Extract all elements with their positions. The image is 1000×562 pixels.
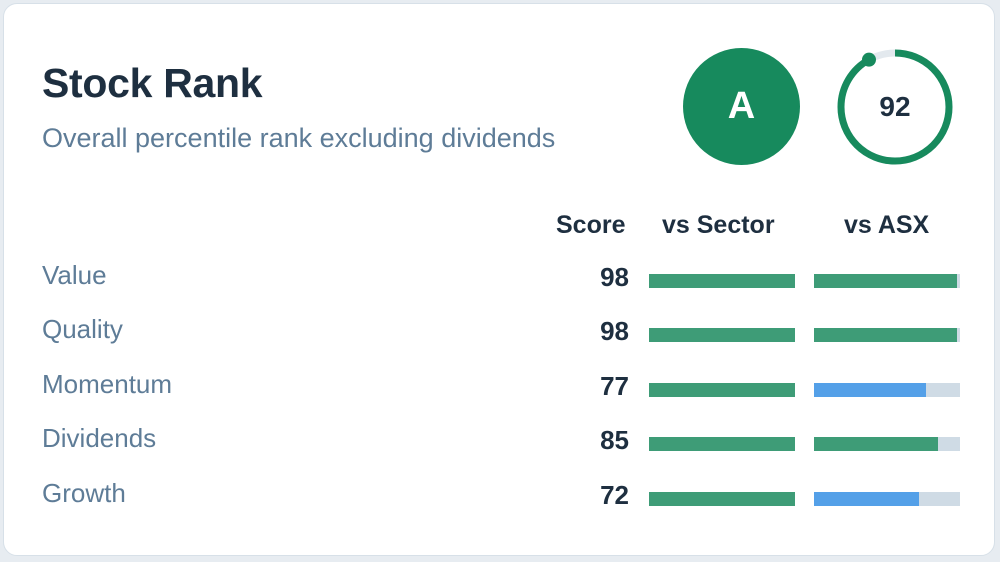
vs-sector-bar (649, 274, 795, 288)
vs-asx-bar-fill (814, 437, 939, 451)
vs-asx-bar-fill (814, 274, 958, 288)
overall-score-ring: 92 (836, 48, 954, 166)
score-ring-progress (837, 49, 953, 165)
row-score: 98 (600, 316, 629, 346)
vs-asx-bar (814, 274, 960, 288)
row-score: 85 (600, 425, 629, 455)
rank-row-dividends: Dividends 85 (4, 419, 994, 459)
row-label: Quality (42, 314, 123, 344)
row-label: Dividends (42, 423, 157, 453)
card-title: Stock Rank (42, 60, 263, 106)
row-label: Growth (42, 478, 126, 508)
rank-row-quality: Quality 98 (4, 310, 994, 350)
score-ring-graphic (837, 49, 953, 165)
vs-asx-bar-fill (814, 383, 927, 397)
vs-asx-bar (814, 492, 960, 506)
vs-asx-bar-fill (814, 492, 920, 506)
overall-score-value: 92 (879, 91, 911, 122)
rank-row-value: Value 98 (4, 256, 994, 296)
row-score: 77 (600, 371, 629, 401)
vs-sector-bar-fill (649, 437, 795, 451)
grade-badge: A (683, 48, 800, 165)
vs-sector-bar (649, 328, 795, 342)
vs-sector-bar-fill (649, 328, 795, 342)
row-score: 72 (600, 480, 629, 510)
vs-asx-bar (814, 328, 960, 342)
card-subtitle: Overall percentile rank excluding divide… (42, 123, 556, 153)
row-label: Momentum (42, 369, 173, 399)
row-label: Value (42, 260, 107, 290)
row-score: 98 (600, 262, 629, 292)
vs-sector-bar (649, 383, 795, 397)
rank-row-momentum: Momentum 77 (4, 365, 994, 405)
vs-sector-bar (649, 492, 795, 506)
vs-sector-bar-fill (649, 492, 795, 506)
vs-sector-column-header: vs Sector (662, 211, 775, 239)
score-ring-knob (861, 52, 876, 67)
vs-asx-bar (814, 383, 960, 397)
vs-asx-column-header: vs ASX (844, 211, 930, 239)
score-column-header: Score (556, 211, 626, 239)
vs-sector-bar-fill (649, 274, 795, 288)
stock-rank-card: Stock Rank Overall percentile rank exclu… (3, 3, 995, 556)
vs-asx-bar (814, 437, 960, 451)
rank-row-growth: Growth 72 (4, 474, 994, 514)
vs-sector-bar-fill (649, 383, 795, 397)
vs-sector-bar (649, 437, 795, 451)
vs-asx-bar-fill (814, 328, 958, 342)
